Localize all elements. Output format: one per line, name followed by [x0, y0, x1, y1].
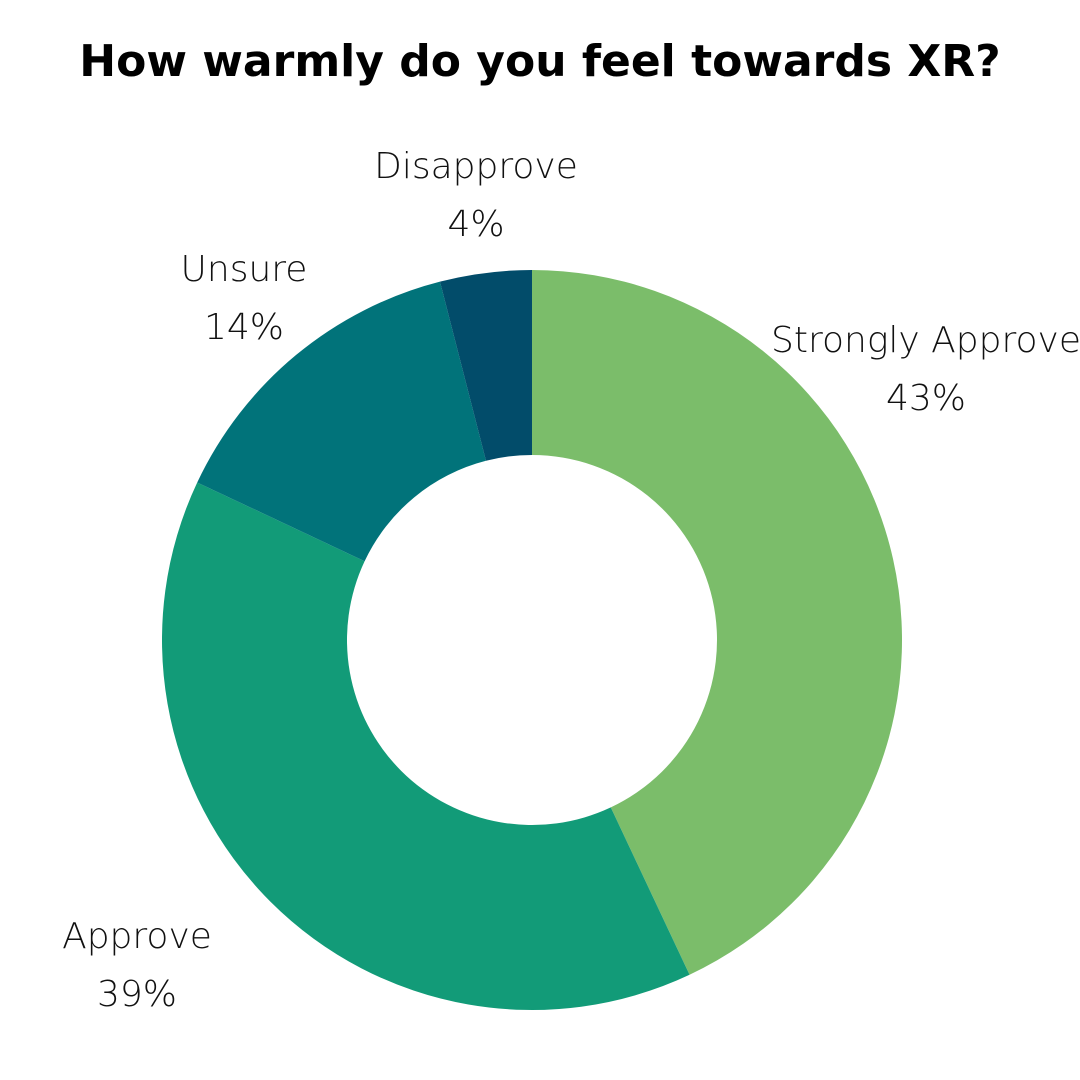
slice-label-strongly-approve: Strongly Approve: [771, 320, 1080, 361]
slice-approve: [161, 482, 690, 1010]
slice-value-approve: 39%: [97, 974, 177, 1015]
slice-label-approve: Approve: [62, 916, 212, 957]
slice-label-disapprove: Disapprove: [374, 146, 578, 187]
slice-disapprove: [439, 270, 532, 461]
slice-value-disapprove: 4%: [447, 204, 504, 245]
slice-value-strongly-approve: 43%: [886, 378, 966, 419]
slice-label-unsure: Unsure: [181, 249, 308, 290]
slice-unsure: [197, 281, 486, 562]
donut-slices: [161, 270, 902, 1010]
slice-labels: Strongly Approve 43% Approve 39% Unsure 14% Di…: [62, 146, 1080, 1015]
slice-strongly-approve: [532, 270, 902, 975]
slice-value-unsure: 14%: [204, 307, 284, 348]
chart-title: How warmly do you feel towards XR?: [79, 36, 1001, 87]
